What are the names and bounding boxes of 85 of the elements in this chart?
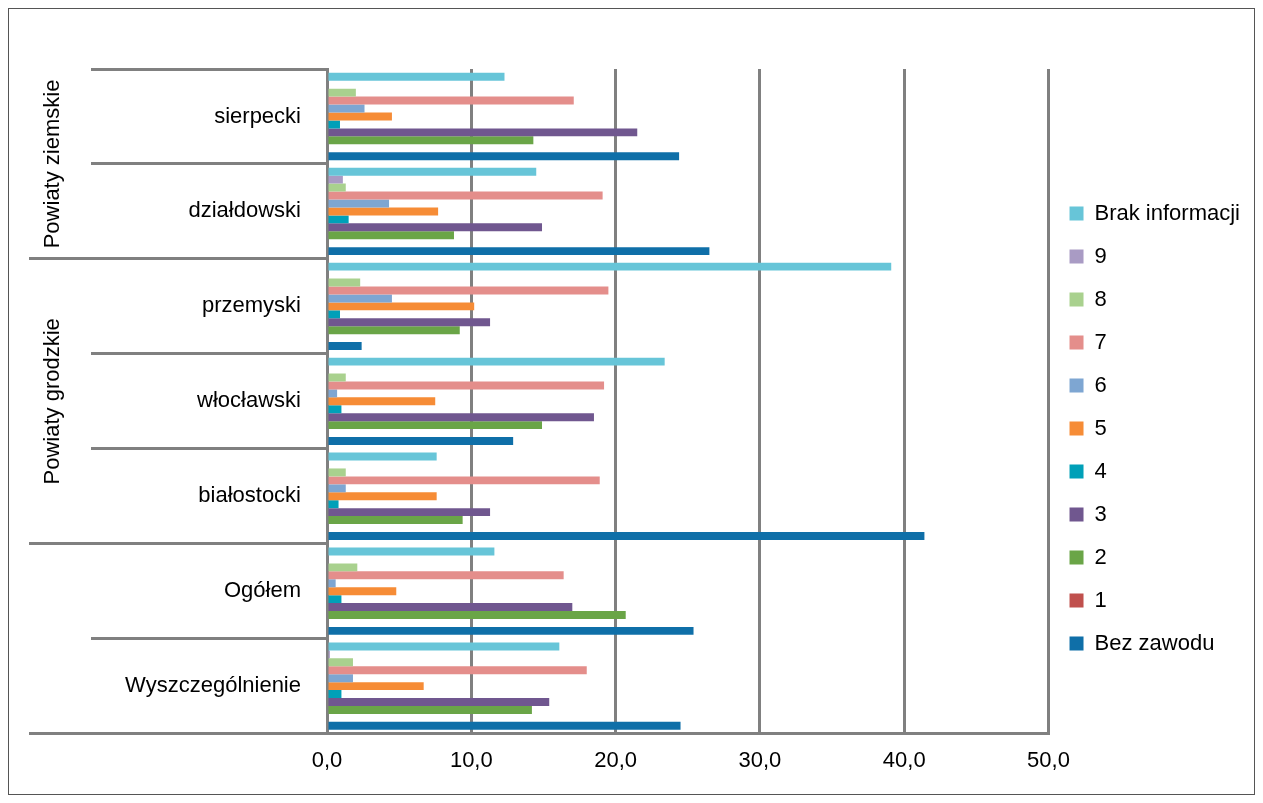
- bar: [328, 611, 626, 619]
- y-tick-label: sierpecki: [214, 102, 301, 128]
- bar: [328, 183, 346, 192]
- bar: [328, 247, 710, 256]
- bar: [328, 721, 681, 730]
- bar: [328, 357, 665, 366]
- bar: [328, 642, 560, 651]
- bar: [328, 468, 346, 477]
- bar: [328, 152, 680, 161]
- bar: [328, 571, 564, 580]
- bar: [328, 318, 491, 327]
- bar: [328, 207, 439, 216]
- bar: [328, 531, 925, 540]
- bar: [328, 88, 356, 97]
- bar: [328, 674, 353, 683]
- bar: [328, 603, 573, 612]
- bar: [328, 262, 892, 271]
- x-tick-label: 20,0: [594, 746, 638, 772]
- bar: [328, 96, 574, 105]
- legend-label: 3: [1094, 500, 1107, 526]
- bar: [328, 516, 463, 525]
- bar: [328, 508, 491, 517]
- legend-label: 9: [1094, 242, 1107, 268]
- bar: [328, 587, 397, 596]
- bar: [328, 484, 346, 493]
- bar: [328, 389, 338, 398]
- y-tick-label: białostocki: [198, 482, 301, 508]
- bar: [328, 310, 340, 319]
- bar: [328, 421, 543, 430]
- bar: [328, 342, 362, 351]
- bar: [328, 381, 605, 390]
- legend-label: 1: [1094, 586, 1107, 612]
- legend-label: 5: [1094, 414, 1107, 440]
- legend-label: 8: [1094, 285, 1107, 311]
- bar: [328, 120, 340, 129]
- bar: [328, 492, 437, 501]
- y-tick-label: Ogółem: [223, 577, 301, 603]
- y-tick-label: działdowski: [188, 197, 301, 223]
- x-tick-label: 30,0: [738, 746, 782, 772]
- bar: [328, 231, 454, 240]
- text: Powiaty ziemskie: [39, 79, 65, 249]
- bar: [328, 302, 475, 311]
- bar: [328, 626, 694, 635]
- y-tick-label: przemyski: [201, 292, 301, 318]
- bar: [328, 705, 532, 714]
- bar: [328, 167, 537, 176]
- text: Powiaty grodzkie: [39, 318, 65, 485]
- bar: [328, 175, 343, 184]
- x-tick-label: 0,0: [311, 746, 343, 772]
- y-tick-label: włocławski: [196, 387, 301, 413]
- legend-label: 2: [1094, 543, 1107, 569]
- legend-label: Bez zawodu: [1094, 629, 1215, 655]
- bar: [328, 136, 534, 145]
- bar: [328, 215, 349, 224]
- bar: [328, 278, 361, 287]
- bar: [328, 476, 600, 485]
- legend-label: 7: [1094, 328, 1107, 354]
- bar: [328, 682, 424, 691]
- bar: [328, 595, 342, 604]
- bar: [328, 690, 342, 699]
- y-tick-label: Wyszczególnienie: [125, 672, 301, 698]
- legend-label: 4: [1094, 457, 1107, 483]
- bar: [328, 658, 353, 667]
- bar: [328, 437, 514, 445]
- legend-label: 6: [1094, 371, 1107, 397]
- x-tick-label: 40,0: [882, 746, 926, 772]
- bar: [328, 698, 550, 706]
- legend-label: Brak informacji: [1094, 199, 1240, 225]
- x-tick-label: 50,0: [1027, 746, 1070, 772]
- bar: [328, 191, 603, 200]
- bar: [328, 223, 543, 232]
- bar: [328, 666, 587, 675]
- bar: [328, 104, 365, 113]
- bar: [328, 413, 594, 422]
- bar: [328, 452, 437, 461]
- bar: [328, 294, 392, 303]
- bar: [328, 397, 436, 406]
- bar: [328, 128, 638, 137]
- bar: [328, 500, 339, 509]
- bar: [328, 326, 460, 335]
- bar: [328, 405, 342, 414]
- bar: [328, 563, 358, 572]
- bar: [328, 579, 336, 588]
- x-tick-label: 10,0: [449, 746, 493, 772]
- bar: [328, 72, 505, 81]
